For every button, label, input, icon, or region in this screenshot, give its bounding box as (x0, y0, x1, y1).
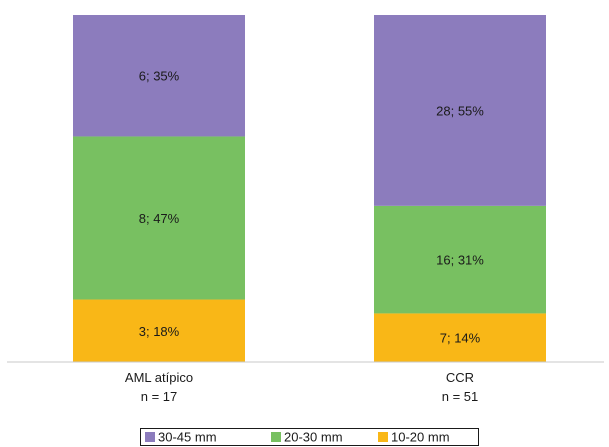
legend-box (140, 428, 479, 446)
bar-segment-ccr-10-20-mm (374, 313, 546, 362)
legend-swatch-30-45-mm (145, 432, 155, 442)
legend-swatch-20-30-mm (271, 432, 281, 442)
legend-label-10-20-mm: 10-20 mm (391, 430, 450, 445)
legend-label-30-45-mm: 30-45 mm (158, 430, 217, 445)
bar-segment-aml-at-pico-10-20-mm (73, 299, 245, 362)
bar-segment-aml-at-pico-30-45-mm (73, 15, 245, 137)
data-label-ccr-20-30-mm: 16; 31% (436, 253, 484, 268)
data-label-aml-at-pico-30-45-mm: 6; 35% (139, 69, 180, 84)
data-label-ccr-10-20-mm: 7; 14% (440, 331, 481, 346)
data-label-aml-at-pico-20-30-mm: 8; 47% (139, 211, 180, 226)
data-label-ccr-30-45-mm: 28; 55% (436, 103, 484, 118)
bars-layer: 3; 18% 8; 47% 6; 35% 7; 14% 16; 31% 28; 55% (73, 15, 546, 362)
bar-segment-ccr-20-30-mm (374, 205, 546, 314)
bar-segment-ccr-30-45-mm (374, 15, 546, 206)
legend: 30-45 mm 20-30 mm 10-20 mm (140, 428, 479, 446)
category-label-aml-at-pico: AML atípico (125, 370, 193, 385)
legend-swatch-10-20-mm (378, 432, 388, 442)
category-labels: AML atípico n = 17 CCR n = 51 (125, 370, 478, 404)
bar-segment-aml-at-pico-20-30-mm (73, 136, 245, 300)
category-label-ccr: CCR (446, 370, 474, 385)
legend-label-20-30-mm: 20-30 mm (284, 430, 343, 445)
category-sublabel-aml-at-pico: n = 17 (141, 389, 178, 404)
data-label-aml-at-pico-10-20-mm: 3; 18% (139, 324, 180, 339)
category-sublabel-ccr: n = 51 (442, 389, 479, 404)
